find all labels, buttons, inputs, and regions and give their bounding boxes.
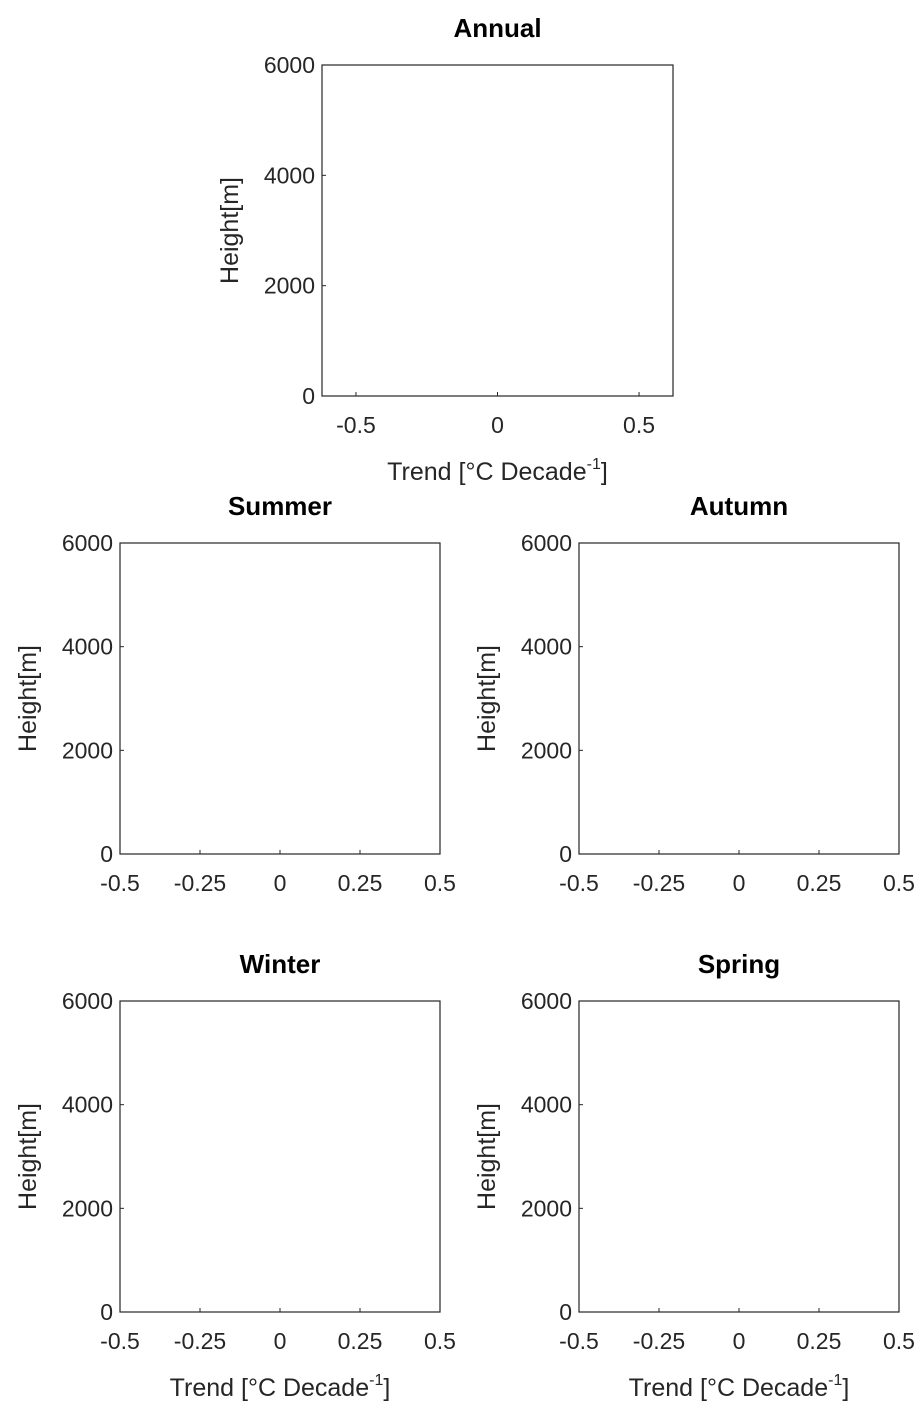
y-axis-label: Height[m] — [473, 1103, 501, 1210]
x-tick-label: -0.5 — [559, 870, 599, 896]
y-tick-label: 6000 — [264, 52, 315, 78]
panel-annual: -0.5 0 0.5 0 2000 4000 6000 Annual Height[m] Tren… — [216, 13, 674, 486]
x-tick-label: -0.5 — [100, 1328, 140, 1354]
x-tick-label: 0.25 — [338, 1328, 383, 1354]
y-tick-label: 6000 — [521, 530, 572, 556]
y-tick-label: 2000 — [521, 737, 572, 763]
y-tick-label: 0 — [100, 841, 113, 867]
y-tick-label: 2000 — [62, 1195, 113, 1221]
y-tick-label: 0 — [559, 841, 572, 867]
x-axis-label: Trend [°C Decade-1] — [629, 1372, 850, 1402]
chart-title: Annual — [453, 13, 541, 43]
panel-autumn: -0.5 -0.25 0 0.25 0.5 0 2000 4000 6000 Autumn Heig… — [473, 491, 915, 896]
x-axis-label: Trend [°C Decade-1] — [387, 456, 608, 486]
axes-frame — [578, 542, 900, 855]
x-tick-label: 0.25 — [797, 870, 842, 896]
x-axis-label: Trend [°C Decade-1] — [170, 1372, 391, 1402]
axes-frame — [321, 64, 674, 397]
y-tick-label: 0 — [559, 1299, 572, 1325]
chart-title: Winter — [240, 949, 321, 979]
y-tick-label: 2000 — [264, 273, 315, 299]
x-axis-label-close: ] — [842, 1374, 849, 1402]
x-tick-label: -0.25 — [633, 1328, 685, 1354]
y-axis-label: Height[m] — [473, 645, 501, 752]
x-tick-label: -0.5 — [559, 1328, 599, 1354]
x-tick-label: 0 — [491, 412, 504, 438]
y-tick-label: 4000 — [521, 1092, 572, 1118]
y-tick-label: 6000 — [62, 988, 113, 1014]
x-axis-label-close: ] — [601, 458, 608, 486]
chart-title: Spring — [698, 949, 780, 979]
y-tick-label: 2000 — [521, 1195, 572, 1221]
panel-spring: -0.5 -0.25 0 0.25 0.5 0 2000 4000 6000 Spring Heig… — [473, 949, 915, 1402]
y-axis-label: Height[m] — [14, 645, 42, 752]
x-tick-label: 0.25 — [338, 870, 383, 896]
x-tick-label: 0 — [733, 1328, 746, 1354]
panel-summer: -0.5 -0.25 0 0.25 0.5 0 2000 4000 6000 Summer Heig… — [14, 491, 456, 896]
axes-frame — [119, 542, 441, 855]
x-tick-label: -0.25 — [633, 870, 685, 896]
x-tick-label: 0 — [274, 1328, 287, 1354]
x-axis-label-text: Trend [°C Decade — [170, 1374, 369, 1402]
x-tick-label: 0.5 — [883, 1328, 915, 1354]
x-tick-label: -0.25 — [174, 870, 226, 896]
x-axis-label-exponent: -1 — [828, 1372, 842, 1389]
y-tick-label: 6000 — [521, 988, 572, 1014]
x-tick-label: -0.5 — [100, 870, 140, 896]
x-tick-label: 0 — [733, 870, 746, 896]
x-axis-label-text: Trend [°C Decade — [629, 1374, 828, 1402]
axes-frame — [578, 1000, 900, 1313]
x-tick-label: 0.5 — [424, 870, 456, 896]
chart-title: Autumn — [690, 491, 788, 521]
y-tick-label: 2000 — [62, 737, 113, 763]
x-axis-label-exponent: -1 — [369, 1372, 383, 1389]
chart-title: Summer — [228, 491, 332, 521]
y-tick-label: 4000 — [521, 634, 572, 660]
y-axis-label: Height[m] — [14, 1103, 42, 1210]
x-tick-label: -0.25 — [174, 1328, 226, 1354]
x-tick-label: 0 — [274, 870, 287, 896]
y-tick-label: 0 — [100, 1299, 113, 1325]
x-tick-label: -0.5 — [336, 412, 376, 438]
y-axis-label: Height[m] — [216, 177, 244, 284]
y-tick-label: 0 — [302, 383, 315, 409]
x-axis-label-text: Trend [°C Decade — [387, 458, 586, 486]
x-tick-label: 0.5 — [623, 412, 655, 438]
x-tick-label: 0.25 — [797, 1328, 842, 1354]
y-tick-label: 4000 — [62, 634, 113, 660]
x-tick-label: 0.5 — [883, 870, 915, 896]
y-tick-label: 6000 — [62, 530, 113, 556]
x-axis-label-close: ] — [383, 1374, 390, 1402]
y-tick-label: 4000 — [264, 162, 315, 188]
x-axis-label-exponent: -1 — [587, 456, 601, 473]
axes-frame — [119, 1000, 441, 1313]
y-tick-label: 4000 — [62, 1092, 113, 1118]
x-tick-label: 0.5 — [424, 1328, 456, 1354]
panel-winter: -0.5 -0.25 0 0.25 0.5 0 2000 4000 6000 Winter Heig… — [14, 949, 456, 1402]
